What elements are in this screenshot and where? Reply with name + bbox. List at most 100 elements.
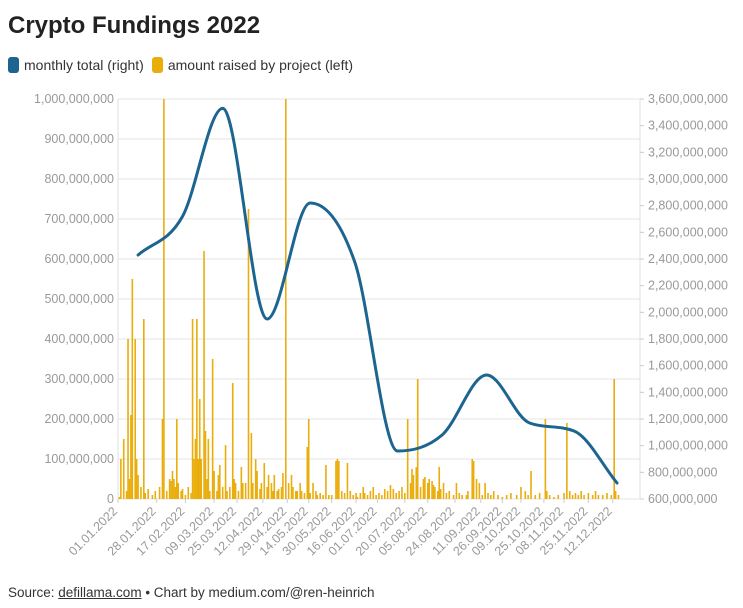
project-bar [171,471,174,499]
project-bar [472,461,475,499]
project-bar [520,487,522,499]
project-bar [229,487,231,499]
right-tick-label: 2,400,000,000 [648,252,728,266]
legend-item-project-raises[interactable]: amount raised by project (left) [151,57,353,73]
project-bar [231,383,234,499]
chart-title: Crypto Fundings 2022 [8,12,261,39]
project-bar [356,497,359,499]
project-bar [439,489,442,499]
project-bar [256,471,258,499]
project-bar [307,419,310,499]
project-bar [375,495,377,499]
project-bar [458,493,461,499]
project-bar [203,251,205,499]
project-bar [165,491,168,499]
left-tick-label: 600,000,000 [44,252,114,266]
project-bar [392,489,395,499]
project-bar [577,495,580,499]
right-tick-label: 3,400,000,000 [648,119,728,133]
project-bar [510,493,512,499]
left-tick-label: 300,000,000 [44,372,114,386]
project-bar [336,459,339,499]
project-bar [524,491,527,499]
project-bar [273,475,276,499]
project-bar [206,479,208,499]
project-bar [252,483,254,499]
project-bar [177,483,180,499]
project-bar [196,319,198,499]
project-bar [154,491,157,499]
project-bar [383,489,386,499]
project-bar [571,495,574,499]
project-bar [316,495,319,499]
project-bar [501,497,504,499]
project-bar [187,487,190,499]
project-bar [226,491,228,499]
project-bar [583,495,585,499]
project-bar [270,483,273,499]
source-link[interactable]: defillama.com [58,585,142,600]
project-bar [125,491,128,499]
project-bar [349,491,352,499]
project-bar [300,491,303,499]
left-tick-label: 700,000,000 [44,212,114,226]
project-bar [234,483,237,499]
project-bar [591,495,594,499]
project-bar [266,487,268,499]
project-bar [204,431,207,499]
project-bar [216,491,218,499]
project-bar [219,465,221,499]
right-tick-label: 1,400,000,000 [648,385,728,399]
project-bar [492,491,495,499]
project-bar [614,491,617,499]
right-tick-label: 1,800,000,000 [648,332,728,346]
project-bar [587,493,590,499]
right-tick-label: 3,200,000,000 [648,145,728,159]
project-bar [346,463,349,499]
project-bar [175,419,178,499]
project-bar [197,459,200,499]
project-bar [548,495,551,499]
project-bar [190,493,192,499]
project-bar [174,487,177,499]
project-bar [606,493,608,499]
project-bar [303,493,306,499]
project-bar [534,495,537,499]
project-bar [445,493,448,499]
project-bar [158,487,161,499]
project-bar [325,465,327,499]
project-bar [263,463,266,499]
project-bar [131,279,134,499]
project-bar [170,481,172,499]
legend-item-monthly-total[interactable]: monthly total (right) [8,57,144,73]
project-bar [137,475,139,499]
project-bar [395,493,398,499]
project-bar [398,491,400,499]
project-bar [574,493,577,499]
project-bar [363,493,366,499]
project-bar [134,339,137,499]
right-tick-label: 1,600,000,000 [648,359,728,373]
project-bar [312,483,314,499]
project-bar [217,475,220,499]
project-bar [180,491,182,499]
project-bar [366,495,369,499]
project-bar [147,489,149,499]
project-bar [254,459,257,499]
project-bar [490,495,492,499]
project-bar [381,495,383,499]
project-bar [330,495,333,499]
project-bar [193,459,195,499]
monthly-total-line [136,106,619,485]
x-axis: 01.01.202228.01.202217.02.202209.03.2022… [66,499,615,558]
right-tick-label: 2,200,000,000 [648,279,728,293]
legend-swatch-project-raises [151,57,163,73]
project-bar [484,483,486,499]
project-bar [207,439,210,499]
project-bar [299,483,301,499]
project-bar [597,495,600,499]
left-tick-label: 500,000,000 [44,292,114,306]
project-bar [143,319,145,499]
project-bar [208,491,211,499]
